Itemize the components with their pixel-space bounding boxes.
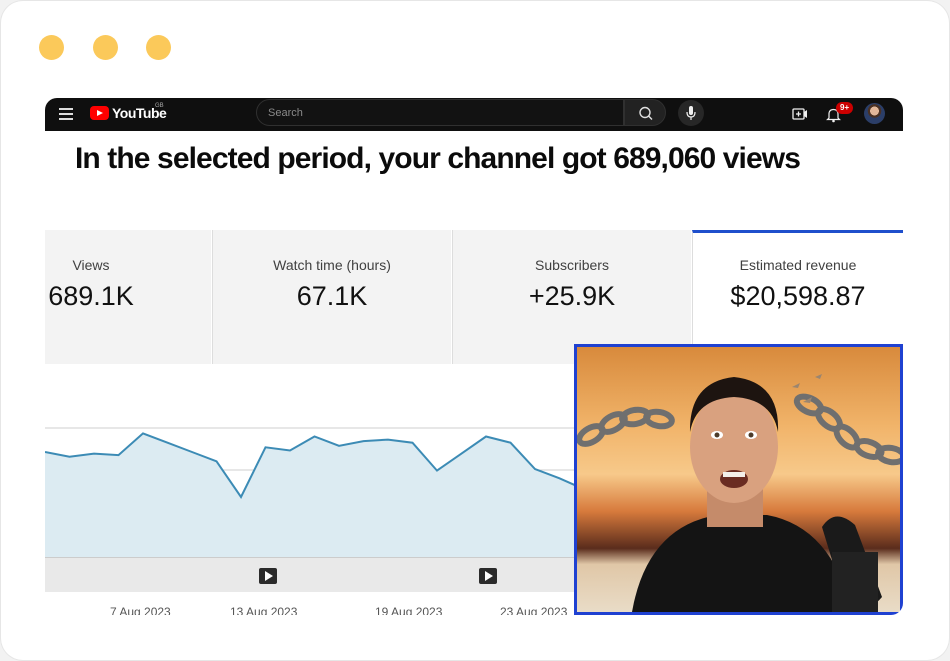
notifications-button[interactable]	[825, 106, 842, 123]
metric-card-estimated-revenue[interactable]: Estimated revenue $20,598.87	[692, 230, 903, 364]
presenter-webcam	[574, 344, 903, 615]
video-marker-icon	[259, 568, 277, 584]
search-input[interactable]	[257, 100, 623, 125]
bell-icon	[826, 108, 841, 123]
x-tick-label: 7 Aug 2023	[110, 605, 171, 615]
metric-label: Estimated revenue	[739, 257, 857, 273]
chain-left	[577, 406, 675, 447]
metric-card-views[interactable]: Views 689.1K	[45, 230, 211, 364]
youtube-logo-icon[interactable]	[90, 106, 109, 120]
notification-count-badge: 9+	[836, 102, 854, 114]
birds	[792, 374, 822, 403]
account-avatar[interactable]	[864, 103, 885, 124]
x-tick-label: 19 Aug 2023	[375, 605, 443, 615]
menu-icon[interactable]	[59, 108, 73, 120]
x-tick-label: 23 Aug 2023	[500, 605, 568, 615]
microphone-icon	[686, 106, 696, 120]
presenter-video-frame	[577, 374, 900, 612]
search-button[interactable]	[624, 99, 666, 126]
chart-area-fill	[45, 433, 584, 557]
x-tick-label: 13 Aug 2023	[230, 605, 298, 615]
metric-value: 67.1K	[296, 281, 368, 311]
window-dot-3	[146, 35, 171, 60]
metric-card-watch-time[interactable]: Watch time (hours) 67.1K	[212, 230, 451, 364]
metric-card-subscribers[interactable]: Subscribers +25.9K	[452, 230, 691, 364]
metric-label: Subscribers	[535, 257, 609, 273]
youtube-studio-screen: YouTube GB	[45, 98, 903, 615]
search-field	[256, 99, 624, 126]
create-video-button[interactable]	[792, 106, 808, 122]
chart-series-line	[45, 432, 585, 499]
metric-label: Views	[72, 257, 110, 273]
create-video-icon	[792, 108, 807, 120]
window-dot-1	[39, 35, 64, 60]
page-headline: In the selected period, your channel got…	[75, 142, 801, 175]
metric-cards: Views 689.1K Watch time (hours) 67.1K Su…	[45, 230, 903, 364]
window-dot-2	[93, 35, 118, 60]
voice-search-button[interactable]	[678, 100, 704, 126]
search-icon	[639, 106, 653, 120]
metric-value: 689.1K	[48, 281, 134, 311]
top-bar: YouTube GB	[45, 98, 903, 131]
metric-value: $20,598.87	[730, 281, 866, 311]
video-marker-icon	[479, 568, 497, 584]
region-code: GB	[155, 103, 164, 109]
metric-value: +25.9K	[528, 281, 616, 311]
metric-label: Watch time (hours)	[273, 257, 391, 273]
youtube-wordmark[interactable]: YouTube	[112, 105, 167, 121]
chain-right	[793, 393, 900, 466]
